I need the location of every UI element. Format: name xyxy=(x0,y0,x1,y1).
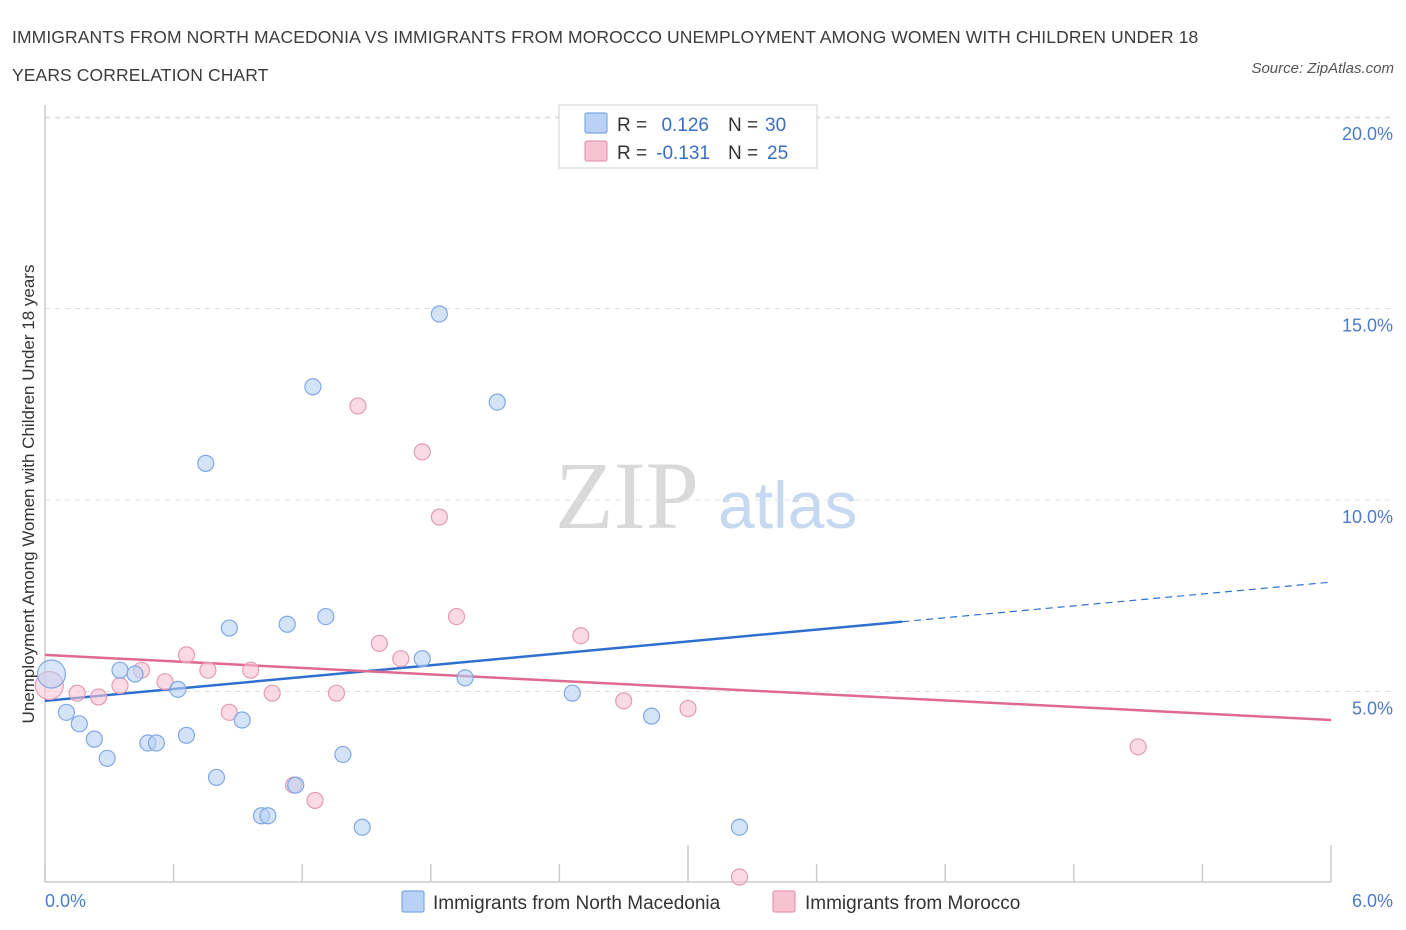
legend-r-value-2: -0.131 xyxy=(656,143,710,164)
point-morocco-1 xyxy=(68,684,86,702)
chart-title: IMMIGRANTS FROM NORTH MACEDONIA VS IMMIG… xyxy=(12,27,1199,85)
point-morocco-19 xyxy=(447,607,466,626)
point-morocco-15 xyxy=(370,634,388,652)
point-macedonia-9 xyxy=(169,680,187,698)
y-tick-label-1: 10.0% xyxy=(1342,507,1393,527)
series-legend: Immigrants from North Macedonia Immigran… xyxy=(401,890,1020,914)
trend-lines xyxy=(44,581,1332,722)
legend-swatch-blue xyxy=(584,112,608,134)
point-macedonia-4 xyxy=(98,749,116,767)
gridlines xyxy=(45,116,1395,692)
point-morocco-3 xyxy=(111,676,129,695)
point-morocco-21 xyxy=(615,692,633,710)
point-macedonia-26 xyxy=(488,393,506,411)
point-macedonia-5 xyxy=(111,661,129,679)
point-morocco-10 xyxy=(263,684,281,702)
point-macedonia-3 xyxy=(85,730,103,748)
legend-r-label-1: R = xyxy=(617,115,647,136)
point-morocco-18 xyxy=(430,508,448,526)
point-morocco-8 xyxy=(220,703,238,721)
legend-n-value-1: 30 xyxy=(765,115,786,136)
point-macedonia-17 xyxy=(278,615,296,633)
point-macedonia-16 xyxy=(259,807,277,825)
y-tick-label-2: 15.0% xyxy=(1342,316,1393,336)
point-macedonia-27 xyxy=(563,684,581,702)
watermark-zip: ZIP xyxy=(555,442,699,549)
x-tick-label-right: 6.0% xyxy=(1352,891,1393,911)
y-tick-label-0: 5.0% xyxy=(1352,699,1393,719)
point-morocco-20 xyxy=(572,627,590,645)
legend-n-value-2: 25 xyxy=(767,143,788,164)
point-macedonia-24 xyxy=(430,305,448,323)
point-macedonia-11 xyxy=(197,454,215,472)
point-macedonia-18 xyxy=(287,776,305,794)
y-axis-label: Unemployment Among Women with Children U… xyxy=(19,265,38,724)
y-tick-labels: 5.0% 10.0% 15.0% 20.0% xyxy=(1342,124,1393,719)
point-macedonia-25 xyxy=(456,669,474,687)
point-macedonia-1 xyxy=(57,703,76,721)
point-morocco-2 xyxy=(89,688,108,706)
point-morocco-22 xyxy=(679,699,697,718)
point-macedonia-20 xyxy=(317,607,335,626)
trend-line-macedonia xyxy=(44,620,903,703)
legend-r-label-2: R = xyxy=(617,143,647,164)
point-morocco-12 xyxy=(306,791,324,810)
point-macedonia-10 xyxy=(177,726,196,744)
legend-r-value-1: 0.126 xyxy=(661,115,709,136)
point-macedonia-12 xyxy=(207,768,226,787)
point-morocco-23 xyxy=(730,868,749,886)
point-macedonia-0 xyxy=(36,659,67,689)
series-legend-swatch-macedonia xyxy=(401,890,425,913)
point-macedonia-22 xyxy=(353,818,371,836)
point-morocco-24 xyxy=(1129,738,1147,756)
x-tick-marks xyxy=(44,845,1332,882)
point-macedonia-8 xyxy=(147,734,166,752)
x-tick-label-left: 0.0% xyxy=(45,891,86,911)
point-morocco-9 xyxy=(242,661,260,679)
point-morocco-6 xyxy=(177,646,196,664)
trend-line-macedonia-extension xyxy=(902,581,1332,623)
series-legend-label-morocco: Immigrants from Morocco xyxy=(805,893,1020,914)
point-macedonia-2 xyxy=(70,715,88,733)
point-morocco-7 xyxy=(199,661,217,679)
data-points xyxy=(34,305,1147,886)
series-legend-swatch-morocco xyxy=(772,890,796,913)
legend-swatch-pink xyxy=(584,140,608,162)
point-morocco-16 xyxy=(392,650,410,668)
trend-line-morocco xyxy=(44,653,1332,722)
point-macedonia-14 xyxy=(233,711,251,729)
point-macedonia-21 xyxy=(334,745,352,764)
point-morocco-17 xyxy=(413,443,431,461)
point-macedonia-6 xyxy=(126,665,144,683)
point-morocco-14 xyxy=(349,397,367,415)
point-macedonia-28 xyxy=(642,707,661,725)
point-macedonia-19 xyxy=(304,378,322,396)
watermark-atlas: atlas xyxy=(718,468,857,542)
point-macedonia-29 xyxy=(730,818,749,836)
point-macedonia-23 xyxy=(413,650,431,668)
point-morocco-5 xyxy=(156,673,174,691)
source-label: Source: ZipAtlas.com xyxy=(1251,60,1394,77)
correlation-legend: R = 0.126 N = 30 R = -0.131 N = 25 xyxy=(558,104,818,169)
legend-n-label-1: N = xyxy=(728,115,758,136)
point-morocco-13 xyxy=(327,684,346,702)
point-macedonia-13 xyxy=(220,619,238,637)
series-legend-label-macedonia: Immigrants from North Macedonia xyxy=(433,893,721,914)
legend-n-label-2: N = xyxy=(728,143,758,164)
y-tick-label-3: 20.0% xyxy=(1342,124,1393,144)
